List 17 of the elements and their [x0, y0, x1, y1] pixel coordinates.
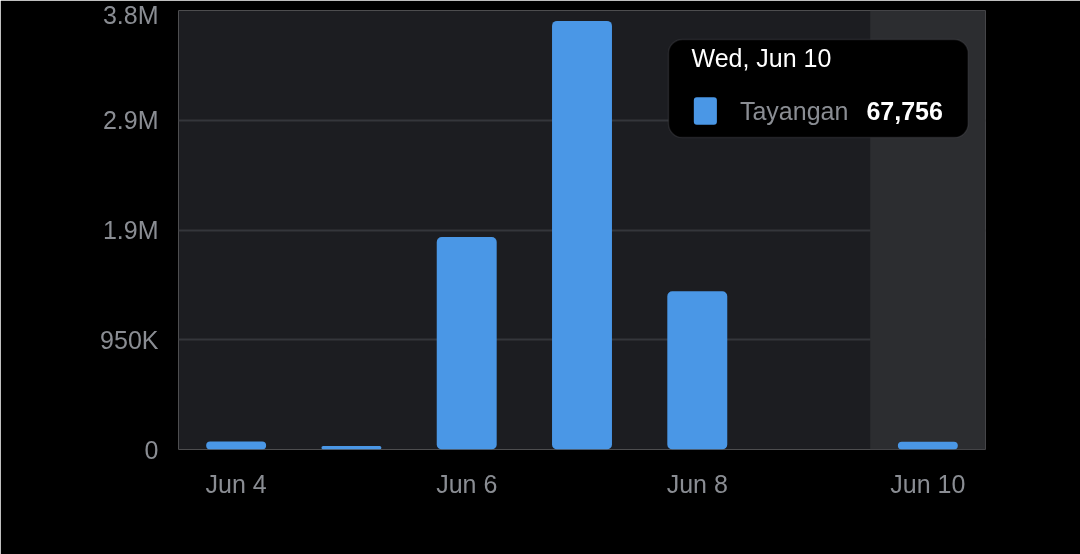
- legend-title: Wed, Jun 10: [691, 43, 832, 72]
- legend-label: Tayangan: [739, 97, 849, 126]
- y-tick-label: 950K: [100, 325, 159, 354]
- bar: [206, 441, 267, 450]
- x-tick-label: Jun 4: [205, 469, 267, 498]
- y-tick-label: 3.8M: [102, 0, 159, 29]
- x-tick-label: Jun 10: [890, 469, 966, 498]
- bar: [667, 291, 728, 450]
- x-tick-label: Jun 6: [436, 469, 498, 498]
- annotation: 67,756: [866, 97, 943, 126]
- bar: [436, 236, 497, 450]
- bar: [552, 20, 612, 450]
- y-tick-label: 0: [144, 435, 159, 464]
- x-tick-label: Jun 8: [666, 469, 728, 498]
- bar: [897, 441, 958, 450]
- y-tick-label: 2.9M: [102, 106, 159, 135]
- y-tick-label: 1.9M: [102, 216, 159, 244]
